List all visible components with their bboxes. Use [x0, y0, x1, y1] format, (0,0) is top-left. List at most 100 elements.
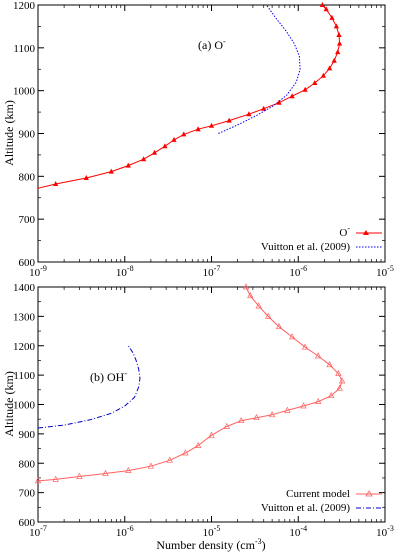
panel-a-series-1-point — [320, 72, 326, 78]
panel-b-series-1-point — [34, 477, 42, 484]
panel-a-series-1-point — [335, 49, 341, 55]
panel-a-y-tick-label: 1100 — [13, 43, 35, 55]
panel-b-x-axis-label: Number density (cm-3) — [156, 537, 265, 552]
panel-b-label: (b) OH- — [90, 369, 127, 384]
panel-b-y-tick-label: 1000 — [13, 400, 36, 412]
panel-a-y-tick-label: 900 — [19, 129, 36, 141]
panel-a-series-1-point — [261, 105, 267, 111]
panel-a-y-tick-label: 600 — [19, 257, 36, 269]
panel-b-y-tick-label: 700 — [19, 488, 36, 500]
panel-a-series-1-point — [195, 126, 201, 132]
panel-a-legend-entry-2: Vuitton et al. (2009) — [261, 241, 350, 253]
panel-a-series-1-point — [226, 117, 232, 123]
panel-b-series-1-point — [338, 377, 346, 384]
panel-a-series-2-line — [218, 5, 301, 134]
panel-b-series-1-point — [326, 361, 333, 368]
panel-b-series-1-point — [223, 422, 230, 429]
panel-b-series-1-point — [288, 333, 296, 340]
panel-a-series-1-point — [331, 57, 337, 63]
panel-b-series-1-point — [336, 384, 343, 391]
panel-a-series-1-point — [141, 156, 147, 162]
panel-a-series-1-point — [208, 122, 215, 128]
panel-b-series-1-point — [247, 292, 254, 299]
panel-b-series-1-point — [265, 312, 272, 319]
panel-a-y-tick-label: 1200 — [13, 0, 36, 12]
panel-b-series-1-point — [253, 413, 260, 421]
panel-a-series-1-point — [337, 40, 343, 46]
panel-a-series-1-point — [327, 65, 333, 71]
panel-a-series-1-point — [171, 136, 177, 142]
panel-b-legend-entry-1: Current model — [286, 488, 350, 500]
panel-b-plot-area — [37, 286, 386, 523]
panel-a-series-1-point — [181, 131, 187, 137]
panel-b-y-tick-label: 1200 — [13, 341, 36, 353]
panel-a-series-1-point — [162, 143, 168, 149]
panel-a-x-tick-label: 10-9 — [29, 264, 47, 279]
panel-b-series-1-point — [255, 302, 262, 309]
panel-a-y-tick-label: 1000 — [13, 86, 36, 98]
panel-a-series-1-point — [125, 162, 131, 168]
panel-b-legend: Current model Vuitton et al. (2009) — [261, 488, 382, 514]
panel-b-y-tick-label: 600 — [19, 517, 36, 529]
panel-b-series-1-point — [147, 462, 155, 469]
panel-a-series-1-point — [312, 80, 318, 85]
panel-b-series-1-point — [275, 322, 283, 330]
panel-a-series-1-point — [333, 23, 339, 29]
panel-a-label: (a) O- — [198, 37, 226, 52]
panel-a-series-1-point — [108, 168, 114, 174]
panel-a-series-1-point — [151, 149, 158, 155]
panel-b-series-1-point — [208, 431, 215, 438]
panel-b-x-tick-label: 10-5 — [203, 524, 221, 539]
panel-b-series-1-point — [194, 441, 202, 448]
panel-a-series-1-point — [246, 111, 252, 117]
panel-b-series-1-point — [301, 343, 309, 350]
panel-a-legend-marker-1 — [363, 230, 369, 235]
panel-b-legend-marker-1 — [365, 490, 373, 497]
panel-a-series-1-point — [319, 2, 325, 7]
panel-b-series-1-line — [38, 287, 343, 482]
panel-b-y-axis-label: Altitude (km) — [2, 371, 16, 437]
panel-a: (a) O- Altitude (km) O- Vuitton et al. (… — [2, 4, 386, 263]
panel-a-series-1-point — [83, 175, 89, 180]
panel-b-series-1-point — [300, 402, 307, 409]
panel-b-series-1-point — [242, 283, 250, 290]
panel-b-series-1-point — [315, 397, 322, 404]
panel-a-x-tick-label: 10-7 — [203, 264, 221, 279]
panel-b-series-1-point — [284, 406, 291, 413]
panel-b-series-1-point — [125, 466, 132, 473]
panel-b-x-tick-label: 10-3 — [376, 524, 394, 539]
panel-b-series-2-line — [38, 345, 141, 429]
panel-b-series-1-point — [268, 411, 276, 418]
panel-b-y-tick-label: 800 — [19, 458, 36, 470]
panel-b-y-tick-label: 1300 — [13, 311, 36, 323]
panel-b-series-1-point — [182, 449, 189, 456]
panel-b-x-tick-label: 10-7 — [29, 524, 47, 539]
panel-b-series-1-point — [328, 391, 335, 399]
panel-a-y-tick-label: 800 — [19, 171, 36, 183]
panel-b-series-1-point — [315, 352, 322, 359]
panel-a-series-1-point — [302, 86, 308, 92]
panel-a-legend-entry-1: O- — [339, 224, 350, 239]
panel-b-series-1-point — [238, 416, 245, 424]
panel-b-series-1-point — [76, 472, 83, 479]
panel-a-series-1-point — [289, 93, 295, 99]
panel-a-series-1-point — [323, 6, 329, 12]
panel-a-series-1-point — [336, 32, 342, 37]
panel-a-x-tick-label: 10-6 — [289, 264, 307, 279]
panel-a-legend: O- Vuitton et al. (2009) — [261, 224, 382, 253]
chart-marks: 10-9 10-8 10-7 10-6 10-5 600 700 800 900 1000 1100… — [13, 0, 394, 539]
panel-a-series-1-point — [276, 99, 282, 105]
panel-a-y-axis-label: Altitude (km) — [2, 100, 16, 166]
panel-b-series-1-point — [166, 456, 173, 463]
panel-b: (b) OH- Altitude (km) Number density (cm… — [2, 286, 386, 552]
panel-b-y-tick-label: 1400 — [13, 282, 36, 294]
panel-b-x-tick-label: 10-6 — [116, 524, 134, 539]
panel-b-series-1-point — [52, 475, 59, 482]
panel-b-x-tick-label: 10-4 — [289, 524, 307, 539]
panel-b-y-tick-label: 1100 — [13, 370, 35, 382]
panel-b-y-tick-label: 900 — [19, 429, 36, 441]
panel-b-series-1-point — [335, 369, 342, 377]
panel-a-series-1-point — [53, 181, 59, 186]
panel-a-x-tick-label: 10-8 — [116, 264, 134, 279]
